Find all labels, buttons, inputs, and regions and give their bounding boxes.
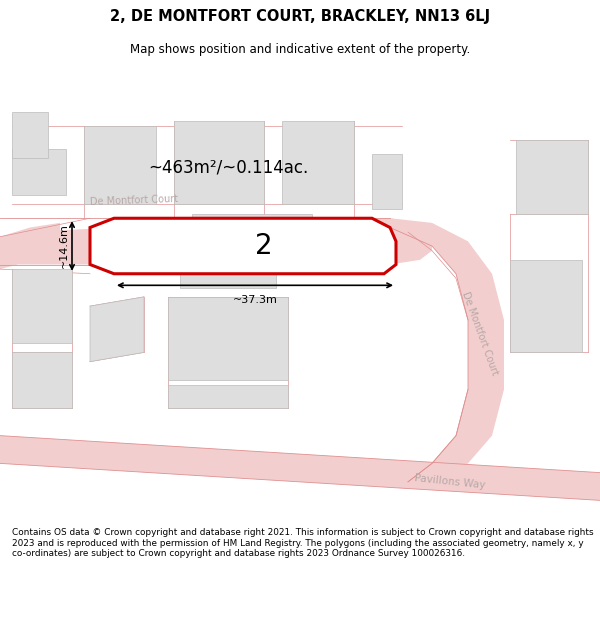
- Polygon shape: [12, 269, 72, 343]
- Text: De Montfort Court: De Montfort Court: [460, 291, 500, 377]
- Polygon shape: [390, 218, 504, 482]
- Polygon shape: [192, 214, 312, 260]
- Text: 2: 2: [255, 232, 273, 260]
- Text: ~463m²/~0.114ac.: ~463m²/~0.114ac.: [148, 158, 308, 176]
- Polygon shape: [90, 218, 396, 274]
- Polygon shape: [372, 154, 402, 209]
- Text: Contains OS data © Crown copyright and database right 2021. This information is : Contains OS data © Crown copyright and d…: [12, 528, 593, 558]
- Text: Pavillons Way: Pavillons Way: [414, 473, 486, 491]
- Text: Map shows position and indicative extent of the property.: Map shows position and indicative extent…: [130, 42, 470, 56]
- Polygon shape: [12, 149, 66, 195]
- Polygon shape: [168, 385, 288, 408]
- Polygon shape: [510, 260, 582, 352]
- Polygon shape: [180, 264, 276, 288]
- Polygon shape: [12, 352, 72, 408]
- Polygon shape: [90, 297, 144, 362]
- Polygon shape: [0, 436, 600, 501]
- Polygon shape: [174, 121, 264, 204]
- Polygon shape: [516, 139, 588, 214]
- Polygon shape: [12, 112, 48, 158]
- Text: ~37.3m: ~37.3m: [233, 294, 277, 304]
- Text: 2, DE MONTFORT COURT, BRACKLEY, NN13 6LJ: 2, DE MONTFORT COURT, BRACKLEY, NN13 6LJ: [110, 9, 490, 24]
- Polygon shape: [0, 218, 432, 269]
- Polygon shape: [84, 126, 156, 204]
- Text: ~14.6m: ~14.6m: [59, 224, 69, 269]
- Text: De Montfort Court: De Montfort Court: [90, 194, 179, 207]
- Polygon shape: [168, 297, 288, 380]
- Polygon shape: [282, 121, 354, 204]
- Polygon shape: [0, 223, 60, 269]
